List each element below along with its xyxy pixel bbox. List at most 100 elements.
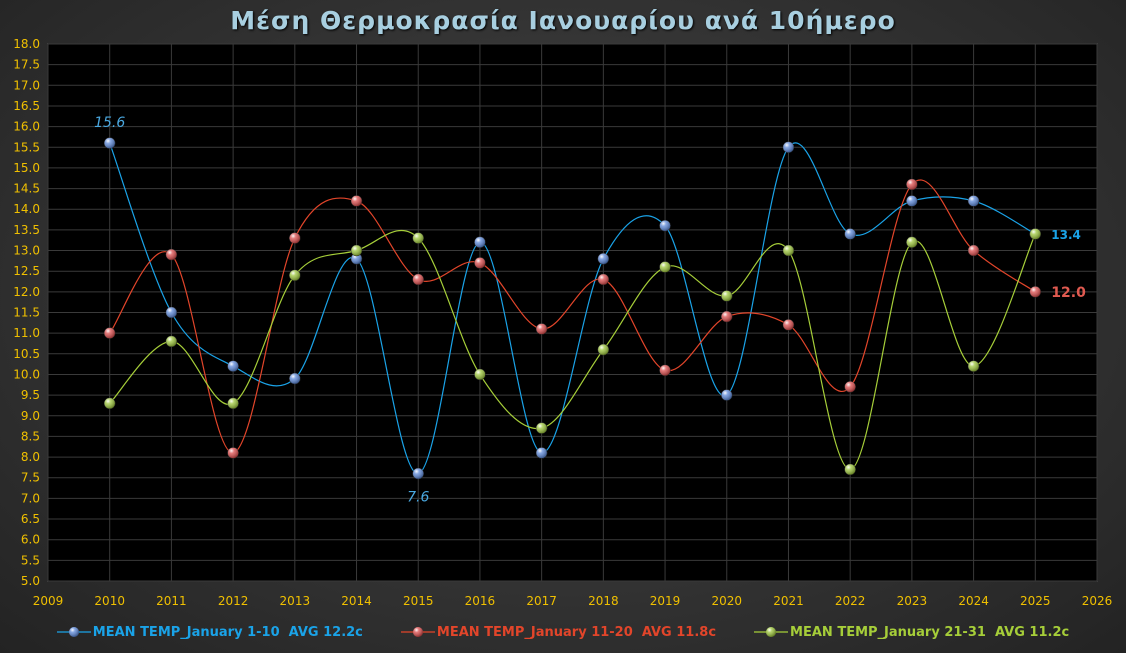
x-tick-label: 2024 xyxy=(958,594,989,608)
y-tick-label: 13.0 xyxy=(13,244,40,258)
data-point xyxy=(844,463,856,476)
data-point xyxy=(474,368,486,381)
data-point xyxy=(227,360,239,372)
y-tick-label: 16.5 xyxy=(13,99,40,113)
data-point xyxy=(535,422,548,434)
data-point xyxy=(597,343,610,356)
y-tick-label: 6.5 xyxy=(21,512,40,526)
data-point xyxy=(782,141,795,154)
x-tick-label: 2018 xyxy=(588,594,619,608)
x-tick-label: 2025 xyxy=(1020,594,1051,608)
data-point xyxy=(597,273,610,286)
data-point xyxy=(103,137,116,149)
series-2 xyxy=(103,178,1042,459)
x-tick-label: 2011 xyxy=(156,594,187,608)
data-point xyxy=(1029,228,1042,240)
x-tick-label: 2023 xyxy=(897,594,928,608)
y-tick-label: 16.0 xyxy=(13,120,40,134)
data-label: 13.4 xyxy=(1051,228,1081,242)
data-point xyxy=(721,290,733,302)
data-point xyxy=(721,389,733,401)
x-axis-ticks: 2009 2010 2011 2012 2013 2014 2015 2016 2017 2018… xyxy=(33,594,1113,608)
data-point xyxy=(350,195,363,207)
series-3 xyxy=(103,228,1042,476)
y-tick-label: 10.0 xyxy=(13,367,40,381)
legend-label: MEAN TEMP_January 1-10 AVG 12.2c xyxy=(92,624,363,640)
x-tick-label: 2010 xyxy=(94,594,125,608)
x-tick-label: 2017 xyxy=(526,594,557,608)
data-point xyxy=(289,372,301,385)
x-tick-label: 2020 xyxy=(711,594,742,608)
y-tick-label: 12.5 xyxy=(13,264,40,278)
y-tick-label: 6.0 xyxy=(21,533,40,547)
y-tick-label: 9.5 xyxy=(21,388,40,402)
legend-marker-icon xyxy=(56,627,91,637)
data-point xyxy=(782,244,795,257)
x-tick-label: 2012 xyxy=(218,594,249,608)
legend: MEAN TEMP_January 1-10 AVG 12.2c MEAN TEM… xyxy=(0,622,1126,642)
data-point xyxy=(165,306,178,319)
y-axis-ticks: 5.0 5.5 6.0 6.5 7.0 7.5 8.0 8.5 9.0 9.5 10.0 10.5 11… xyxy=(13,37,40,588)
x-tick-label: 2014 xyxy=(341,594,372,608)
x-tick-label: 2013 xyxy=(280,594,311,608)
data-label: 7.6 xyxy=(407,490,429,506)
data-point xyxy=(350,253,363,265)
data-point xyxy=(906,195,918,207)
series-line xyxy=(109,229,1036,471)
x-tick-label: 2021 xyxy=(773,594,804,608)
y-tick-label: 7.0 xyxy=(21,491,40,505)
y-tick-label: 14.5 xyxy=(13,182,40,196)
grid-lines xyxy=(47,43,1098,582)
y-tick-label: 12.0 xyxy=(13,285,40,299)
y-tick-label: 5.5 xyxy=(21,553,40,567)
data-point xyxy=(289,232,301,244)
x-tick-label: 2026 xyxy=(1082,594,1113,608)
legend-item-3: MEAN TEMP_January 21-31 AVG 11.2c xyxy=(754,625,1069,640)
data-point xyxy=(906,236,918,249)
data-point xyxy=(227,397,239,410)
data-point xyxy=(659,220,671,232)
y-tick-label: 7.5 xyxy=(21,471,40,485)
data-point xyxy=(782,319,795,331)
data-point xyxy=(412,467,424,480)
x-tick-label: 2009 xyxy=(33,594,64,608)
data-point xyxy=(227,447,239,459)
x-tick-label: 2019 xyxy=(650,594,681,608)
x-tick-label: 2015 xyxy=(403,594,434,608)
data-point xyxy=(844,228,856,240)
data-point xyxy=(165,248,178,261)
y-tick-label: 5.0 xyxy=(21,574,40,588)
data-point xyxy=(535,447,548,459)
data-point xyxy=(967,360,980,372)
legend-label: MEAN TEMP_January 11-20 AVG 11.8c xyxy=(436,624,717,640)
y-tick-label: 9.0 xyxy=(21,409,40,423)
data-point xyxy=(659,364,671,377)
data-point xyxy=(597,253,610,265)
data-point xyxy=(906,178,918,191)
data-point xyxy=(474,257,486,269)
data-point xyxy=(474,236,486,249)
y-tick-label: 10.5 xyxy=(13,347,40,361)
data-point xyxy=(412,232,424,244)
y-tick-label: 8.5 xyxy=(21,429,40,443)
y-tick-label: 15.5 xyxy=(13,140,40,154)
data-point xyxy=(412,273,424,286)
data-point xyxy=(721,310,733,323)
series-layer xyxy=(103,137,1042,480)
data-point xyxy=(103,327,116,339)
legend-item-1: MEAN TEMP_January 1-10 AVG 12.2c xyxy=(56,624,363,640)
y-tick-label: 8.0 xyxy=(21,450,40,464)
x-tick-label: 2016 xyxy=(465,594,496,608)
data-point xyxy=(967,195,980,207)
legend-marker-icon xyxy=(754,627,789,637)
data-point xyxy=(844,381,856,393)
chart-title: Μέση Θερμοκρασία Ιανουαρίου ανά 10ήμερο xyxy=(230,6,896,35)
series-line xyxy=(109,179,1036,454)
data-point xyxy=(289,269,301,282)
data-point xyxy=(1029,286,1042,298)
data-point xyxy=(103,397,116,410)
data-point xyxy=(165,335,178,348)
data-label: 15.6 xyxy=(94,115,125,131)
